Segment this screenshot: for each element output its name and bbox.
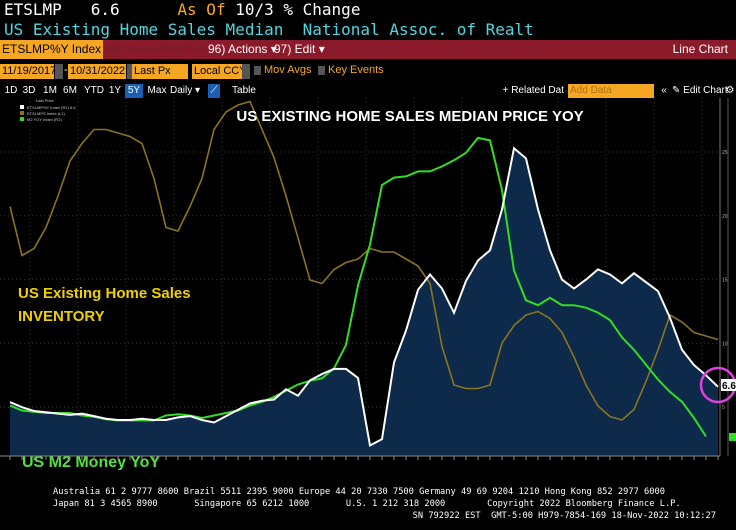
right-axis-tick-label: 5 [722,405,725,411]
currency-select[interactable]: Local CCY [192,64,247,79]
right-axis-tick-label: 15 [722,278,728,284]
end-date-input[interactable]: 10/31/2022 [68,64,126,79]
legend: Last Price ETSLMP%Y Index (R1) 6.6 ETSLM… [20,98,76,122]
mov-avgs-label[interactable]: Mov Avgs [264,64,312,76]
m2-last-value-box [729,433,736,441]
right-axis-tick-label: 10 [722,341,728,347]
date-separator: - [64,64,68,76]
header-value: 6.6 [90,0,120,19]
inventory-annotation-2: INVENTORY [18,308,105,325]
price-field-select[interactable]: Last Px [132,64,188,79]
chart-type-label: Line Chart [672,42,728,56]
frequency-label: Daily [170,85,193,96]
footer-contacts-2: Japan 81 3 4565 8900 Singapore 65 6212 1… [53,499,681,509]
legend-entry: ETSLMPS Index (L1) [27,111,65,116]
footer-contacts: Australia 61 2 9777 8600 Brazil 5511 239… [53,487,665,497]
start-date-calendar-icon[interactable] [55,64,63,79]
security-description: US Existing Home Sales Median National A… [4,20,534,39]
table-button[interactable]: Table [232,85,256,96]
header-line: ETSLMP 6.6 As Of 10/3 % Change [4,0,360,20]
tab-max[interactable]: Max [147,85,167,96]
legend-entry: M2 YOY Index (R2) [27,117,62,122]
related-data-button[interactable]: + Related Dat [502,85,564,96]
edit-chart-label: Edit Chart [683,85,728,96]
price-yoy-line [9,146,719,448]
end-date-calendar-icon[interactable] [127,64,135,79]
as-of-label: As Of [177,0,226,19]
related-data-label: Related Dat [511,85,564,96]
tab-1d[interactable]: 1D [4,85,18,96]
security-input[interactable]: ETSLMP%Y Index [0,40,103,59]
inventory-line [9,100,719,421]
edit-chart-button[interactable]: ✎ Edit Chart [672,85,728,96]
mov-avgs-checkbox[interactable] [254,66,261,75]
tab-ytd[interactable]: YTD [84,85,104,96]
legend-swatch-price [20,105,24,109]
legend-swatch-inventory [20,111,24,115]
legend-header: Last Price [36,98,55,103]
inventory-annotation: US Existing Home Sales [18,285,191,302]
tab-1y[interactable]: 1Y [108,85,122,96]
as-of-value: 10/3 % Change [235,0,361,19]
right-axis-tick-label: 25 [722,150,728,156]
x-axis [0,455,720,460]
m2-annotation: US M2 Money YoY [22,454,160,470]
legend-swatch-m2 [20,117,24,121]
frequency-select[interactable]: Daily ▾ [170,85,201,96]
legend-entry: ETSLMP%Y Index (R1) 6.6 [27,105,76,110]
tab-6m[interactable]: 6M [63,85,77,96]
collapse-icon[interactable]: « [661,85,667,96]
tab-3d[interactable]: 3D [22,85,36,96]
right-axis-tick-label: 20 [722,214,728,220]
tab-5y[interactable]: 5Y [125,84,143,98]
ticker: ETSLMP [4,0,62,19]
price-yoy-area [10,148,718,456]
suggested-charts-button[interactable]: 96) Suggested Charts [106,43,209,55]
last-value-label: 6.6 [722,381,736,392]
actions-button[interactable]: 96) Actions ▾ [208,42,277,56]
edit-label: 97) Edit [274,42,316,56]
settings-gear-icon[interactable]: ⚙ [725,85,735,96]
add-data-input[interactable]: Add Data [568,84,654,98]
chart-title: US EXISTING HOME SALES MEDIAN PRICE YOY [236,108,583,125]
right-axis: 5 10 15 20 25 [722,150,728,411]
toolbar: ETSLMP%Y Index 96) Suggested Charts 96) … [0,40,736,59]
currency-dropdown-icon[interactable] [242,64,250,79]
edit-button[interactable]: 97) Edit ▾ [274,42,325,56]
footer-session: SN 792922 EST GMT-5:00 H979-7854-169 18-… [412,511,716,521]
tab-1m[interactable]: 1M [43,85,57,96]
actions-label: 96) Actions [208,42,268,56]
start-date-input[interactable]: 11/19/2017 [0,64,57,79]
key-events-label[interactable]: Key Events [328,64,384,76]
line-chart-icon[interactable]: ⟋ [208,84,220,98]
last-value-box [721,379,736,391]
key-events-checkbox[interactable] [318,66,325,75]
controls-row: 11/19/2017 - 10/31/2022 Last Px Local CC… [0,64,736,80]
chart[interactable]: 5 10 15 20 25 US EXISTING HOME SALES MEDIAN … [0,98,736,470]
